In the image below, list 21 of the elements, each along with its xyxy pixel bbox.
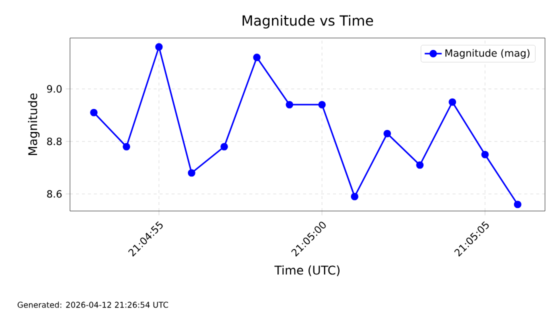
point [514,200,522,208]
y-axis-title: Magnitude [28,93,40,155]
point [155,43,163,51]
point [253,54,261,62]
point [481,150,489,158]
point [90,108,98,116]
point [416,161,424,169]
y-tick-label: 8.6 [47,190,62,198]
point [122,142,130,150]
legend-label: Magnitude (mag) [445,49,530,59]
point [286,100,294,108]
point [384,130,391,138]
chart-title: Magnitude vs Time [242,15,373,29]
y-tick-label: 9.0 [47,85,62,93]
point [448,98,456,106]
point [350,192,358,200]
y-tick-label: 8.8 [47,138,62,146]
point [318,100,326,108]
x-axis-title: Time (UTC) [274,265,340,276]
point [188,169,196,177]
point [220,142,228,150]
